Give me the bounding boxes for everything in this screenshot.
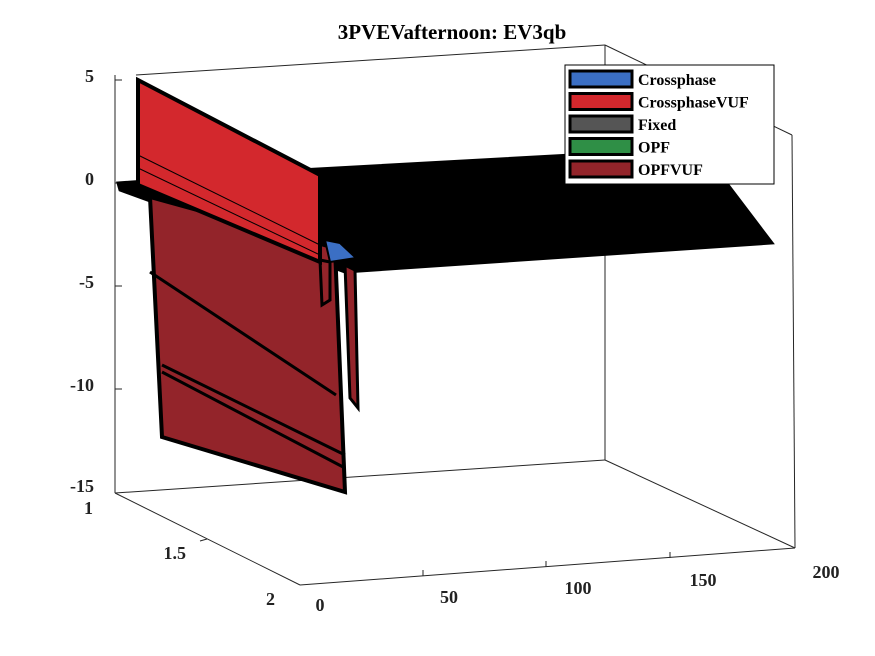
x-tick-label: 200 — [813, 562, 840, 582]
legend-swatch-crossphasevuf — [568, 92, 634, 111]
box-edge-back-floor-right — [604, 459, 796, 549]
legend-label-crossphase: Crossphase — [638, 72, 716, 89]
legend-swatch-opf — [568, 137, 634, 156]
y-axis-line — [114, 492, 301, 586]
box-edge-right-vertical — [791, 134, 796, 549]
legend-label-fixed: Fixed — [638, 117, 676, 134]
surface-opfvuf-band — [161, 370, 346, 470]
x-axis-line — [299, 547, 796, 586]
surface-crossphasevuf-panel — [136, 76, 322, 266]
y-tick-labels: 1 1.5 2 — [84, 498, 275, 609]
z-tick-label: -15 — [70, 476, 94, 496]
y-tick-mark — [199, 538, 208, 542]
x-tick-labels: 0 50 100 150 200 — [316, 562, 840, 615]
legend-label-opfvuf: OPFVUF — [638, 162, 703, 179]
z-tick-labels: 5 0 -5 -10 -15 — [70, 66, 94, 496]
z-tick-label: 0 — [85, 169, 94, 189]
tick-marks — [115, 79, 671, 576]
x-tick-label: 150 — [690, 570, 717, 590]
surface-opfvuf-spike — [343, 262, 360, 413]
box-edge-back-top — [135, 44, 606, 76]
z-tick-label: -10 — [70, 375, 94, 395]
legend: Crossphase CrossphaseVUF Fixed OPF OPFVUF — [564, 64, 775, 185]
box-edge-back-floor — [114, 459, 606, 494]
legend-swatch-fixed — [568, 114, 634, 134]
surface-opfvuf-band — [161, 363, 346, 457]
legend-label-crossphasevuf: CrossphaseVUF — [638, 95, 749, 112]
chart-title: 3PVEVafternoon: EV3qb — [338, 20, 567, 44]
x-tick-label: 100 — [565, 578, 592, 598]
surface-opfvuf-spike — [318, 258, 332, 308]
legend-swatch-opfvuf — [568, 159, 634, 179]
x-tick-label: 50 — [440, 587, 458, 607]
surface-crossphase-bump — [323, 238, 359, 264]
surface-opfvuf — [147, 194, 360, 495]
surface-crossphase — [323, 238, 359, 264]
surface-opfvuf-band — [149, 270, 337, 397]
legend-label-opf: OPF — [638, 140, 670, 157]
y-tick-label: 1.5 — [164, 543, 187, 563]
surface-crossphasevuf-line — [137, 167, 321, 256]
z-tick-label: -5 — [79, 272, 94, 292]
legend-swatch-crossphase — [568, 69, 634, 89]
y-tick-label: 1 — [84, 498, 93, 518]
z-tick-label: 5 — [85, 66, 94, 86]
surface-crossphasevuf-line — [137, 154, 321, 246]
surface-crossphasevuf — [136, 76, 322, 266]
x-tick-label: 0 — [316, 595, 325, 615]
y-tick-label: 2 — [266, 589, 275, 609]
